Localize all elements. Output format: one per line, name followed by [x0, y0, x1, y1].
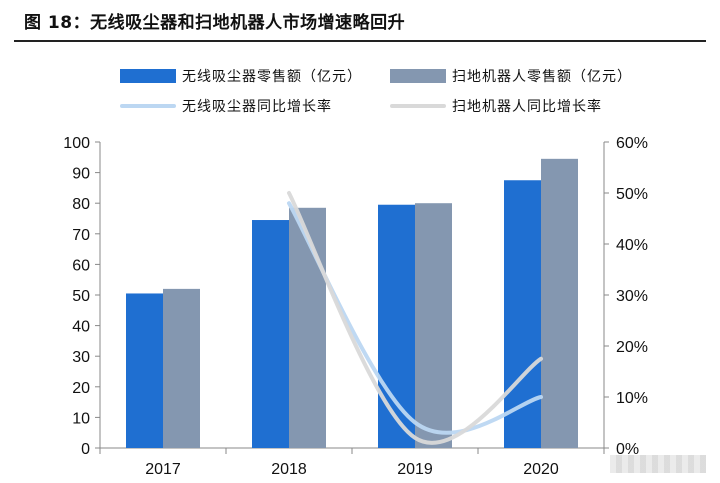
legend-item-robot-sales: 扫地机器人零售额（亿元） — [390, 66, 632, 86]
chart-legend: 无线吸尘器零售额（亿元） 扫地机器人零售额（亿元） 无线吸尘器同比增长率 扫地机… — [120, 66, 680, 122]
y-tick-label-left: 30 — [72, 349, 90, 366]
legend-item-vacuum-growth: 无线吸尘器同比增长率 — [120, 96, 332, 116]
legend-swatch-robot-growth — [390, 104, 446, 108]
bar-2017-1 — [163, 288, 200, 448]
y-tick-label-right: 10% — [616, 390, 648, 407]
y-tick-label-right: 0% — [616, 441, 639, 458]
series-line-1 — [287, 191, 543, 445]
legend-item-robot-growth: 扫地机器人同比增长率 — [390, 96, 602, 116]
legend-label: 无线吸尘器零售额（亿元） — [182, 69, 362, 85]
bar-2017-0 — [126, 293, 163, 448]
x-tick-label: 2018 — [271, 461, 307, 478]
bar-2018-1 — [289, 207, 326, 448]
figure-title-bar: 图 18：无线吸尘器和扫地机器人市场增速略回升 — [14, 6, 706, 42]
legend-swatch-robot-sales — [390, 69, 446, 83]
y-tick-label-left: 90 — [72, 166, 90, 183]
y-tick-label-right: 30% — [616, 288, 648, 305]
x-tick-label: 2020 — [523, 461, 559, 478]
y-tick-label-right: 50% — [616, 186, 648, 203]
y-tick-label-left: 40 — [72, 319, 90, 336]
legend-label: 扫地机器人同比增长率 — [452, 99, 602, 115]
y-tick-label-left: 0 — [81, 441, 90, 458]
bar-2020-0 — [504, 180, 541, 448]
legend-swatch-vacuum-growth — [120, 104, 176, 108]
y-tick-label-left: 20 — [72, 380, 90, 397]
x-tick-label: 2019 — [397, 461, 433, 478]
y-tick-label-left: 100 — [63, 135, 90, 152]
y-tick-label-right: 20% — [616, 339, 648, 356]
x-tick-label: 2017 — [145, 461, 181, 478]
watermark-blur — [610, 455, 706, 473]
legend-item-vacuum-sales: 无线吸尘器零售额（亿元） — [120, 66, 362, 86]
y-tick-label-right: 40% — [616, 237, 648, 254]
y-tick-label-left: 50 — [72, 288, 90, 305]
legend-label: 扫地机器人零售额（亿元） — [452, 69, 632, 85]
bar-2019-0 — [378, 204, 415, 448]
figure-title: 图 18：无线吸尘器和扫地机器人市场增速略回升 — [24, 13, 406, 33]
legend-swatch-vacuum-sales — [120, 69, 176, 83]
y-tick-label-right: 60% — [616, 135, 648, 152]
bar-2020-1 — [541, 158, 578, 448]
bar-2018-0 — [252, 220, 289, 448]
y-tick-label-left: 70 — [72, 227, 90, 244]
y-tick-label-left: 10 — [72, 410, 90, 427]
y-tick-label-left: 60 — [72, 257, 90, 274]
legend-label: 无线吸尘器同比增长率 — [182, 99, 332, 115]
bar-2019-1 — [415, 203, 452, 448]
y-tick-label-left: 80 — [72, 196, 90, 213]
